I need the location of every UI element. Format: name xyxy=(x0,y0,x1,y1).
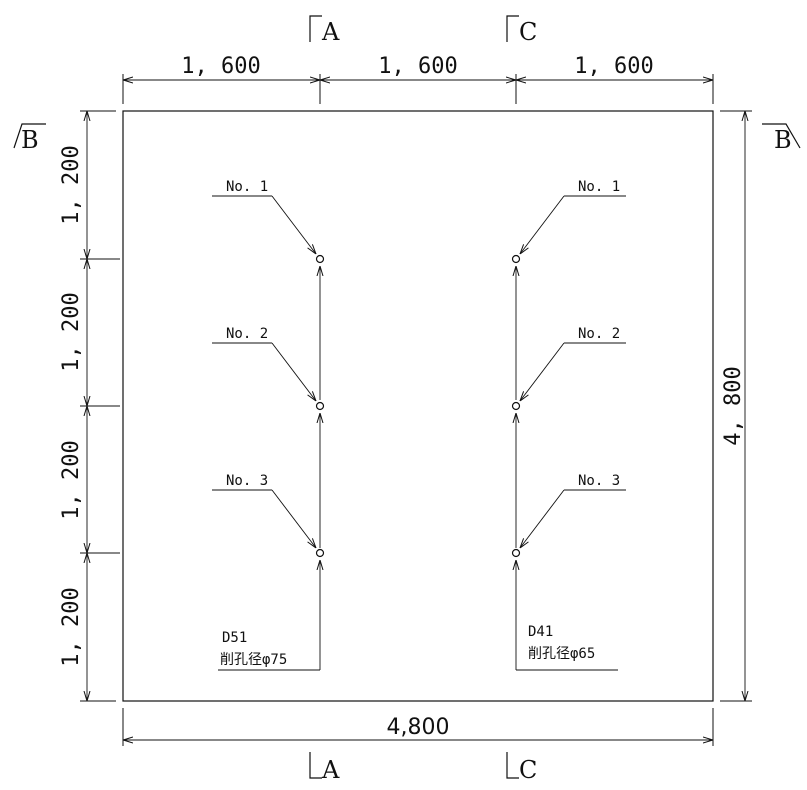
bore-hole-left-2 xyxy=(315,401,325,411)
top-dim-2: 1, 600 xyxy=(378,54,457,79)
left-dim-4: 1, 200 xyxy=(59,587,84,666)
section-marker-bottom-a: A xyxy=(309,752,340,784)
hole-label-right-1: No. 1 xyxy=(578,179,620,195)
left-dimension: 1, 200 1, 200 1, 200 1, 200 xyxy=(59,110,120,702)
section-label-left-b: B xyxy=(21,126,39,154)
left-dim-2: 1, 200 xyxy=(59,292,84,371)
bore-hole-right-1 xyxy=(511,254,521,264)
bore-note-left: 削孔径φ75 xyxy=(220,652,287,668)
section-marker-top-a: A xyxy=(309,15,340,46)
right-dimension: 4, 800 xyxy=(720,110,752,702)
hole-label-right-3: No. 3 xyxy=(578,473,620,489)
bottom-dimension: 4,800 xyxy=(122,708,714,746)
hole-label-left-2: No. 2 xyxy=(226,326,268,342)
rebar-note-right: D41 xyxy=(528,624,553,640)
right-dim: 4, 800 xyxy=(721,366,746,445)
top-dim-3: 1, 600 xyxy=(574,54,653,79)
section-label-bottom-a: A xyxy=(321,756,340,784)
section-label-top-c: C xyxy=(519,18,537,46)
section-marker-left-b: B xyxy=(13,123,46,154)
section-label-right-b: B xyxy=(774,126,792,154)
right-bore-column: No. 1 No. 2 No. 3 D41 削孔径φ65 xyxy=(511,179,626,671)
bottom-dim: 4,800 xyxy=(387,715,450,740)
hole-label-left-1: No. 1 xyxy=(226,179,268,195)
rebar-note-left: D51 xyxy=(222,630,247,646)
section-marker-bottom-c: C xyxy=(506,752,537,784)
left-dim-1: 1, 200 xyxy=(59,145,84,224)
bore-hole-left-3 xyxy=(315,548,325,558)
left-dim-3: 1, 200 xyxy=(59,440,84,519)
top-dim-1: 1, 600 xyxy=(181,54,260,79)
top-dimension: 1, 600 1, 600 1, 600 xyxy=(122,54,714,104)
bore-hole-left-1 xyxy=(315,254,325,264)
section-label-top-a: A xyxy=(321,18,340,46)
left-bore-column: No. 1 No. 2 No. 3 D51 削孔径φ75 xyxy=(212,179,325,671)
section-marker-right-b: B xyxy=(762,123,801,154)
bore-hole-right-2 xyxy=(511,401,521,411)
section-marker-top-c: C xyxy=(506,15,537,46)
section-label-bottom-c: C xyxy=(519,756,537,784)
hole-label-left-3: No. 3 xyxy=(226,473,268,489)
hole-label-right-2: No. 2 xyxy=(578,326,620,342)
bore-hole-right-3 xyxy=(511,548,521,558)
slab-outline xyxy=(122,110,714,702)
bore-note-right: 削孔径φ65 xyxy=(528,646,595,662)
